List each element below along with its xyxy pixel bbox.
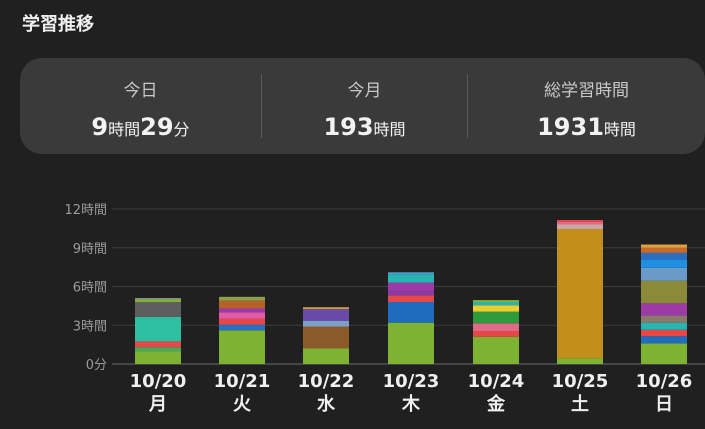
bar-segment [641, 280, 687, 304]
stat-month-value: 193時間 [323, 113, 406, 141]
bar-segment [388, 322, 434, 364]
bar-segment [388, 274, 434, 283]
x-weekday-label: 日 [655, 394, 673, 415]
bar-segment [388, 295, 434, 302]
bar-segment [641, 343, 687, 364]
bar-segment [219, 330, 265, 364]
bar-segment [473, 323, 519, 332]
bar-segment [219, 318, 265, 325]
bar-segment [473, 302, 519, 306]
bar-segment [641, 329, 687, 337]
bar-segment [219, 324, 265, 331]
x-date-label: 10/26 [636, 371, 693, 392]
page-title: 学習推移 [22, 14, 94, 35]
bar-segment [641, 322, 687, 330]
bar-segment [388, 291, 434, 296]
bar-segment [473, 336, 519, 364]
bar-segment [388, 272, 434, 275]
bar-segment [219, 312, 265, 319]
bar-segment [135, 316, 181, 342]
stat-today-label: 今日 [123, 81, 158, 101]
bar-segment [135, 298, 181, 300]
y-tick-label: 3時間 [73, 319, 107, 334]
bar-segment [641, 252, 687, 261]
bar-segment [135, 302, 181, 317]
bar-segment [219, 308, 265, 313]
bar-segment [641, 315, 687, 323]
x-weekday-label: 金 [486, 393, 506, 415]
bar-segment [557, 219, 603, 222]
x-date-label: 10/23 [383, 371, 440, 392]
bar-segment [557, 358, 603, 364]
bar-segment [473, 331, 519, 337]
bar-segment [473, 311, 519, 324]
bar-segment [641, 303, 687, 316]
x-date-label: 10/25 [552, 371, 609, 392]
stat-total-value: 1931時間 [537, 113, 636, 141]
bar-segment [303, 320, 349, 327]
y-tick-label: 6時間 [73, 281, 107, 296]
bar-segment [473, 300, 519, 302]
stat-total-label: 総学習時間 [544, 81, 629, 101]
bar-segment [557, 224, 603, 230]
bar-segment [303, 348, 349, 364]
bar-segment [641, 260, 687, 268]
bar-segment [303, 307, 349, 310]
x-date-label: 10/21 [214, 371, 271, 392]
x-date-label: 10/20 [130, 371, 187, 392]
bar-segment [135, 351, 181, 364]
stat-today-value: 9時間29分 [91, 113, 190, 141]
y-tick-label: 0分 [86, 358, 107, 373]
x-date-label: 10/22 [298, 371, 355, 392]
stats-divider [261, 74, 262, 138]
bar-segment [388, 302, 434, 323]
stat-total: 総学習時間 1931時間 [468, 58, 705, 154]
bar-segment [641, 336, 687, 344]
bar-segment [135, 347, 181, 352]
bar-segment [135, 299, 181, 302]
x-date-label: 10/24 [468, 371, 525, 392]
x-weekday-label: 月 [148, 394, 167, 415]
bar-segment [557, 221, 603, 225]
x-weekday-label: 水 [317, 393, 336, 415]
y-tick-label: 12時間 [64, 203, 107, 218]
stats-card: 今日 9時間29分 今月 193時間 総学習時間 1931時間 [20, 58, 705, 154]
stats-divider [467, 74, 468, 138]
stat-month: 今月 193時間 [262, 58, 467, 154]
bar-segment [641, 247, 687, 253]
x-weekday-label: 木 [401, 393, 421, 415]
bar-segment [135, 341, 181, 348]
bar-segment [219, 300, 265, 309]
bar-segment [388, 282, 434, 292]
bar-segment [641, 267, 687, 281]
bar-segment [303, 309, 349, 321]
bar-segment [473, 305, 519, 312]
bar-segment [219, 296, 265, 301]
x-weekday-label: 土 [571, 394, 589, 415]
bar-segment [641, 244, 687, 248]
bar-segment [303, 326, 349, 349]
stat-today: 今日 9時間29分 [20, 58, 261, 154]
stat-month-label: 今月 [347, 81, 382, 101]
x-weekday-label: 火 [233, 394, 252, 415]
y-tick-label: 9時間 [73, 242, 107, 257]
bar-segment [557, 229, 603, 359]
